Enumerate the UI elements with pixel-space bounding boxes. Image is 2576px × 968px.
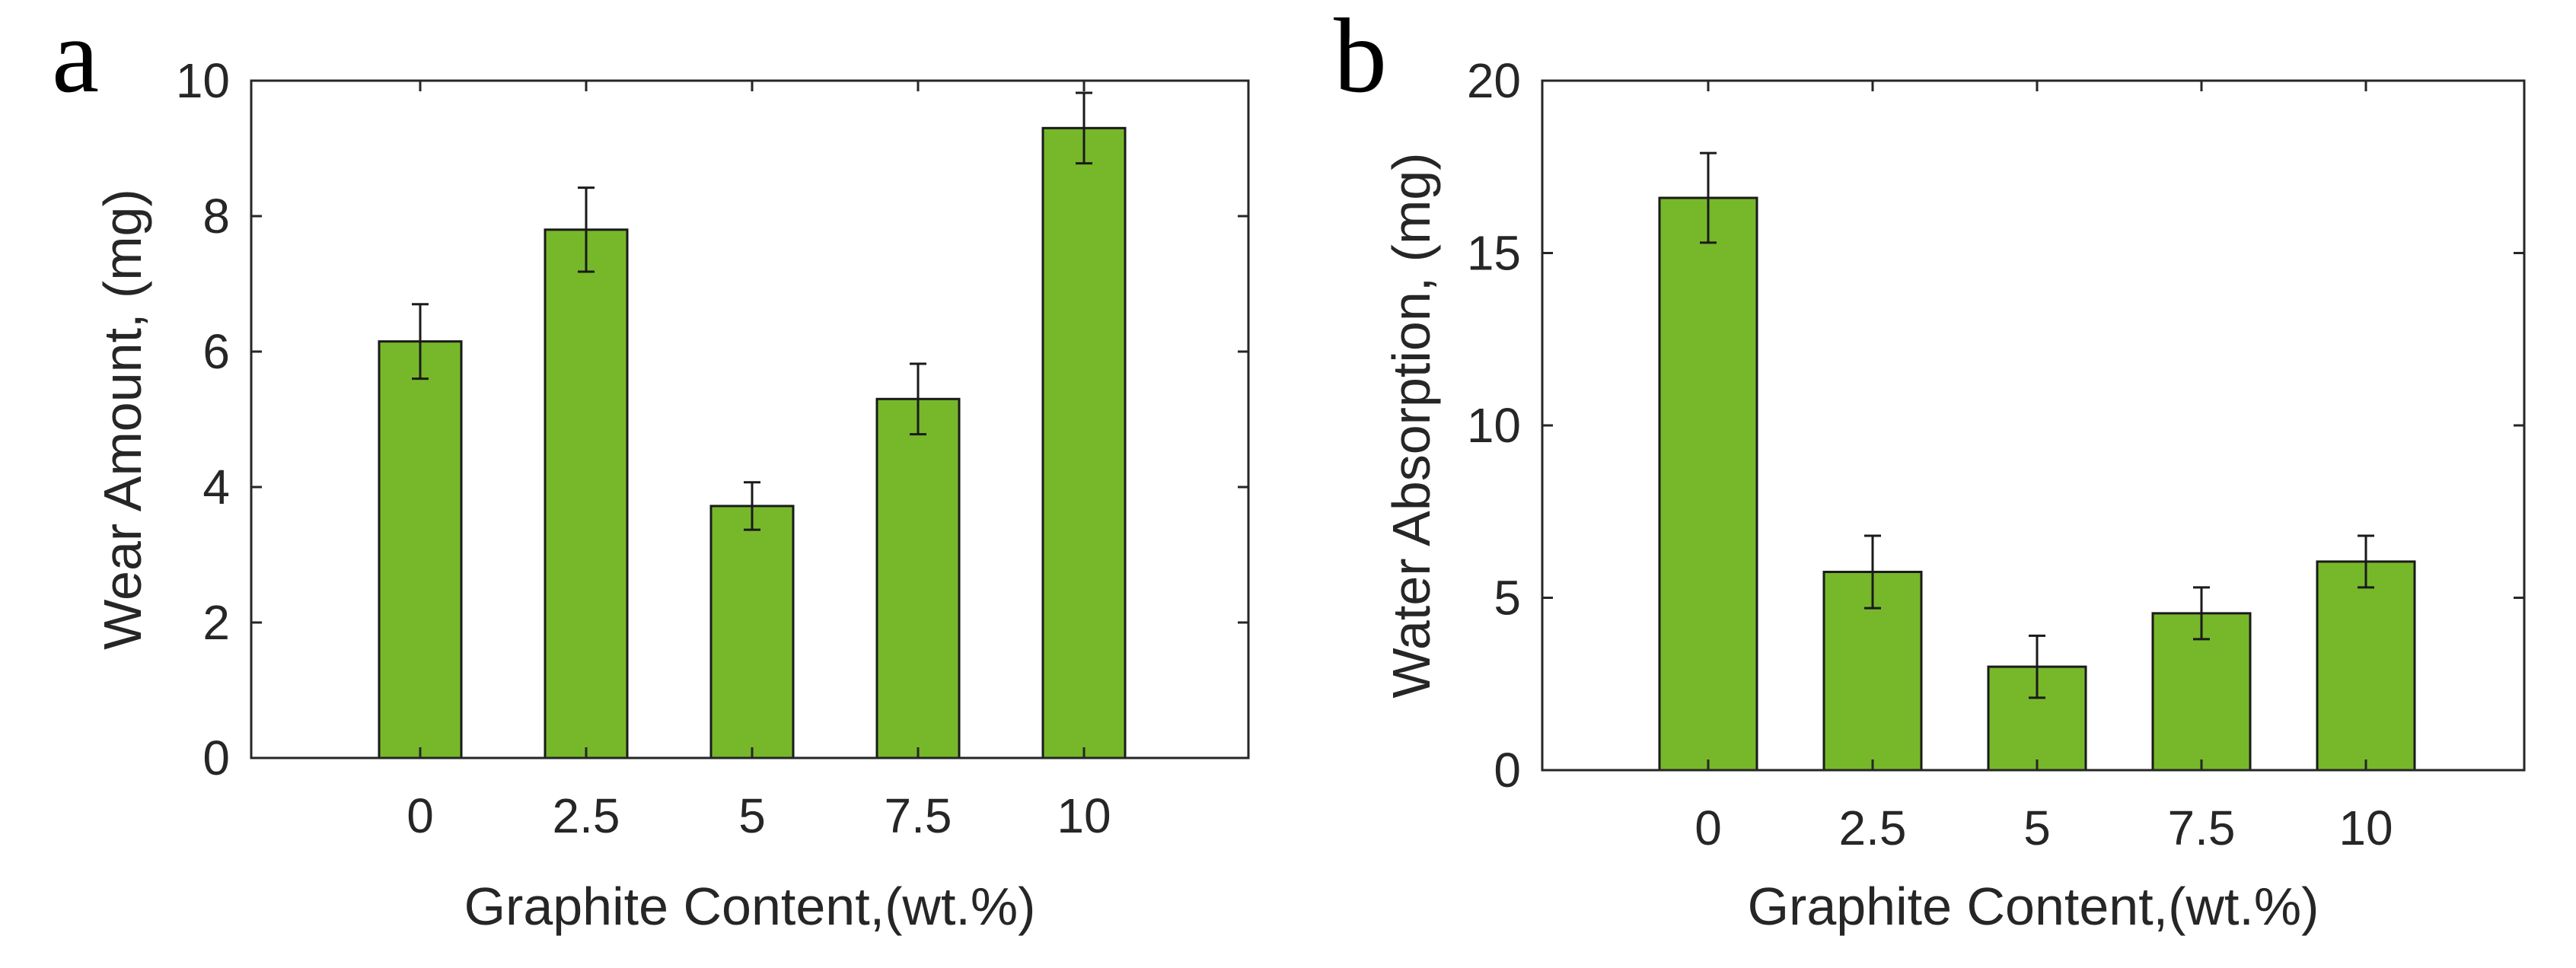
x-tick-label: 7.5 — [2168, 801, 2236, 855]
y-tick-label: 8 — [202, 189, 230, 244]
x-tick-label: 7.5 — [885, 788, 952, 843]
panel-a-wear-amount-chart: a 0 2.5 5 7.5 10 0 2 4 6 8 10 Graphite Content,(wt.%… — [52, 0, 1250, 936]
bar — [709, 505, 795, 759]
y-axis-title: Wear Amount, (mg) — [93, 189, 152, 650]
x-tick-label: 10 — [1057, 788, 1111, 843]
y-tick-label: 6 — [202, 324, 230, 379]
x-tick-label: 2.5 — [553, 788, 620, 843]
y-tick-label: 10 — [176, 53, 230, 108]
y-axis-title: Water Absorption, (mg) — [1382, 152, 1441, 698]
bar — [1041, 126, 1127, 759]
bar — [2316, 560, 2416, 772]
y-tick-label: 4 — [202, 460, 230, 514]
bar — [875, 397, 961, 759]
axes-frame — [250, 79, 1250, 759]
x-tick-label: 2.5 — [1839, 801, 1907, 855]
y-tick-label: 15 — [1467, 226, 1521, 281]
x-tick-label: 5 — [2023, 801, 2051, 855]
y-tick-label: 0 — [202, 731, 230, 785]
y-tick-label: 20 — [1467, 53, 1521, 108]
x-tick-label: 0 — [406, 788, 434, 843]
bar — [544, 228, 629, 759]
y-tick-label: 2 — [202, 595, 230, 650]
panel-label: a — [52, 0, 99, 115]
panel-label: b — [1334, 0, 1387, 115]
x-tick-label: 10 — [2338, 801, 2393, 855]
x-axis-title: Graphite Content,(wt.%) — [464, 877, 1036, 936]
x-tick-label: 0 — [1694, 801, 1722, 855]
y-tick-label: 5 — [1494, 571, 1521, 626]
panel-b-water-absorption-chart: b 0 2.5 5 7.5 10 0 5 10 15 20 Graphite Content,(wt.… — [1334, 0, 2526, 936]
y-tick-label: 10 — [1467, 398, 1521, 453]
x-tick-label: 5 — [738, 788, 766, 843]
y-tick-label: 0 — [1494, 743, 1521, 798]
bar — [378, 340, 463, 759]
bar — [1658, 196, 1758, 772]
x-axis-title: Graphite Content,(wt.%) — [1748, 877, 2319, 936]
